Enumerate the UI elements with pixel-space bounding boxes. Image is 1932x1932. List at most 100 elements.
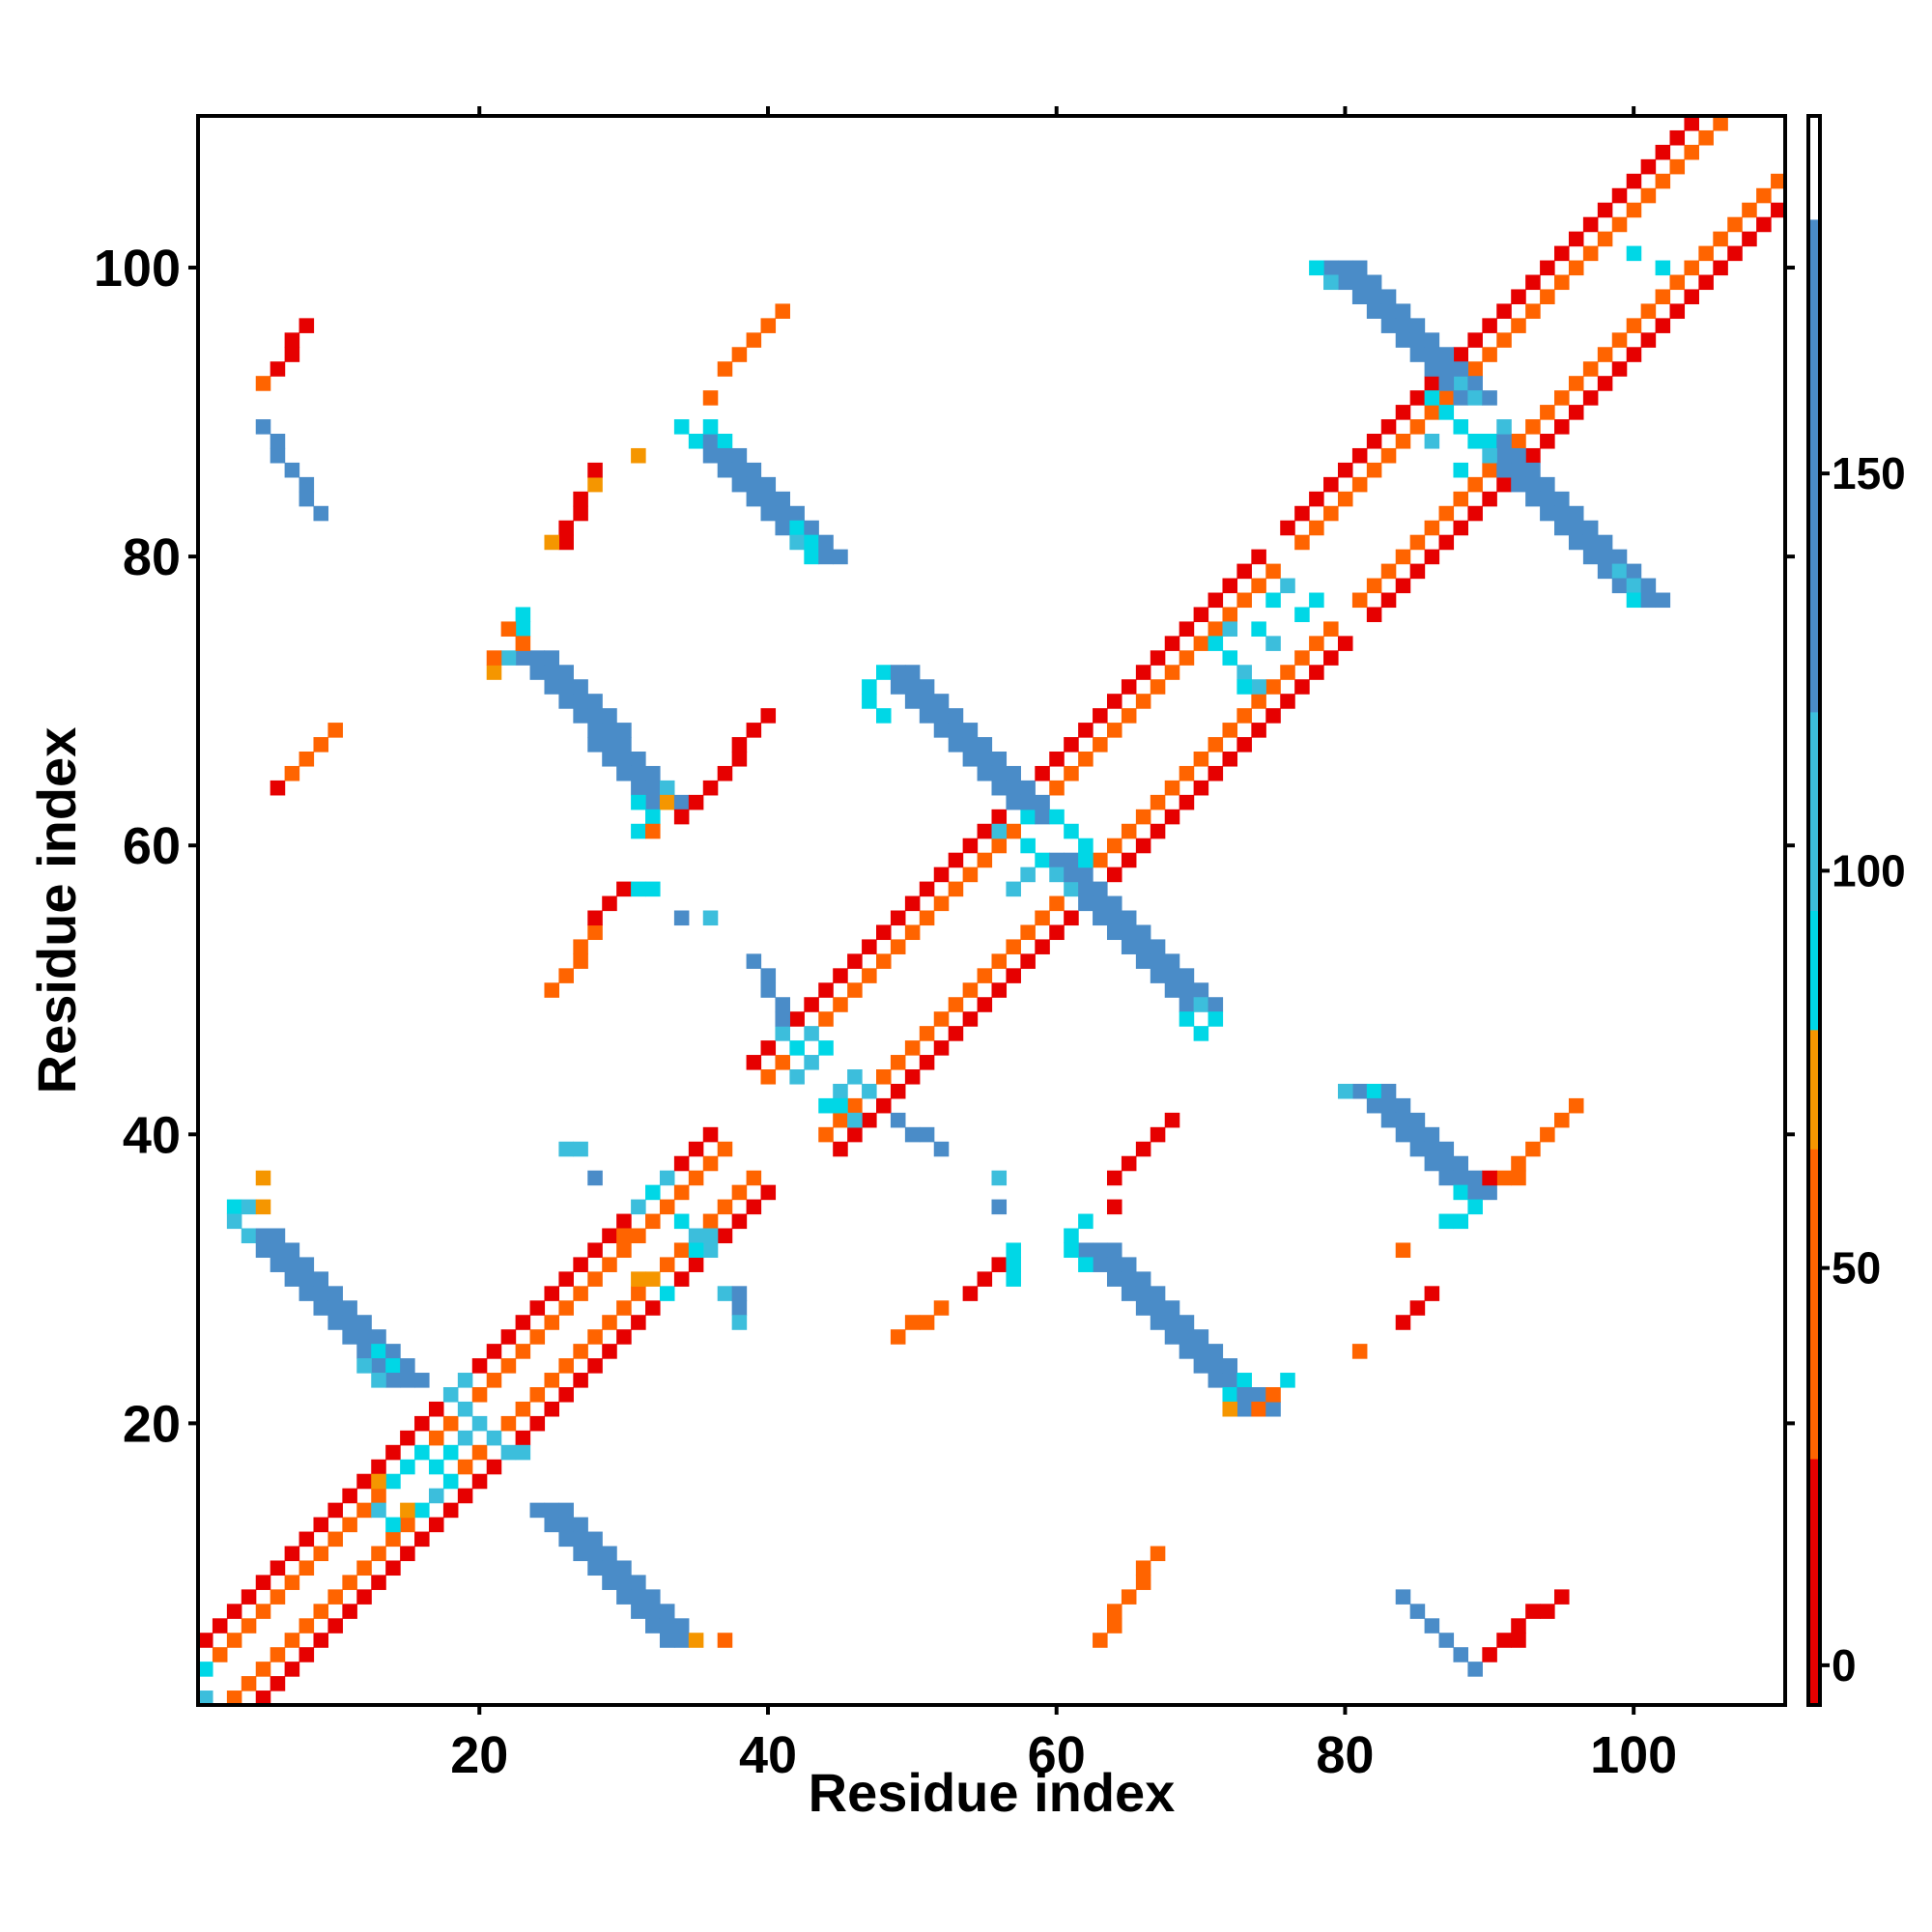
heatmap-cell xyxy=(1265,636,1281,651)
heatmap-cell xyxy=(1164,780,1180,796)
heatmap-cell xyxy=(616,1213,632,1230)
heatmap-cell xyxy=(558,1387,574,1403)
heatmap-cell xyxy=(1309,665,1324,680)
heatmap-cell xyxy=(631,780,646,796)
heatmap-cell xyxy=(616,1589,632,1605)
heatmap-cell xyxy=(1467,376,1483,391)
heatmap-cell xyxy=(1568,520,1584,536)
heatmap-cell xyxy=(414,1531,430,1548)
heatmap-cell xyxy=(587,737,603,753)
heatmap-cell xyxy=(255,376,271,391)
heatmap-cell xyxy=(775,303,790,319)
heatmap-cell xyxy=(226,1633,242,1648)
heatmap-cell xyxy=(1265,679,1281,695)
heatmap-cell xyxy=(500,1415,517,1432)
heatmap-cell xyxy=(731,1300,748,1316)
heatmap-cell xyxy=(1121,910,1137,926)
heatmap-cell xyxy=(1179,1011,1195,1027)
heatmap-cell xyxy=(1467,1170,1483,1186)
heatmap-cell xyxy=(1611,187,1628,204)
heatmap-cell xyxy=(1640,303,1657,319)
heatmap-cell xyxy=(544,1286,560,1301)
heatmap-cell xyxy=(1669,129,1686,146)
heatmap-cell xyxy=(659,1170,675,1186)
heatmap-cell xyxy=(1554,274,1570,291)
heatmap-cell xyxy=(746,476,762,493)
heatmap-cell xyxy=(847,953,863,969)
heatmap-cell xyxy=(760,1069,777,1085)
heatmap-cell xyxy=(702,1155,719,1172)
heatmap-cell xyxy=(962,752,979,767)
heatmap-cell xyxy=(471,1415,488,1432)
colorbar-tick-labels: 0 50 100 150 xyxy=(1820,448,1906,1690)
heatmap-cell xyxy=(977,997,993,1012)
heatmap-cell xyxy=(414,1502,430,1519)
heatmap-cell xyxy=(904,665,921,680)
heatmap-cell xyxy=(1222,1387,1238,1403)
heatmap-cell xyxy=(818,1011,834,1027)
heatmap-cell xyxy=(428,1517,444,1533)
heatmap-cell xyxy=(991,838,1008,854)
heatmap-cell xyxy=(933,1011,950,1027)
heatmap-cell xyxy=(1078,1257,1094,1272)
heatmap-cell xyxy=(385,1517,401,1533)
heatmap-cell xyxy=(442,1415,459,1432)
heatmap-cell xyxy=(847,982,863,998)
heatmap-cell xyxy=(702,390,719,406)
heatmap-cell xyxy=(414,1373,430,1388)
heatmap-cell xyxy=(356,1329,372,1345)
heatmap-cell xyxy=(298,1271,315,1287)
heatmap-cell xyxy=(1164,1315,1180,1330)
heatmap-cell xyxy=(1150,939,1166,954)
heatmap-cell xyxy=(1121,1271,1137,1287)
heatmap-cell xyxy=(659,780,675,796)
heatmap-cell xyxy=(1525,1141,1541,1157)
heatmap-cell xyxy=(991,953,1008,969)
heatmap-cell xyxy=(1366,1097,1382,1114)
heatmap-cell xyxy=(298,318,315,333)
heatmap-cell xyxy=(948,881,964,897)
heatmap-cell xyxy=(1669,274,1686,291)
heatmap-cell xyxy=(760,505,777,522)
heatmap-cell xyxy=(544,1517,560,1533)
heatmap-cell xyxy=(746,1055,762,1070)
heatmap-cell xyxy=(731,462,748,478)
heatmap-cell xyxy=(1597,376,1613,391)
heatmap-cell xyxy=(270,434,286,449)
x-axis-title: Residue index xyxy=(809,1762,1176,1823)
heatmap-cell xyxy=(1713,231,1728,247)
heatmap-cell xyxy=(1265,563,1281,580)
heatmap-cell xyxy=(1064,765,1079,781)
heatmap-cell xyxy=(298,1286,315,1301)
heatmap-cell xyxy=(616,737,632,753)
heatmap-cell xyxy=(1482,462,1497,478)
heatmap-cell xyxy=(442,1473,459,1490)
heatmap-cell xyxy=(1467,1184,1483,1201)
heatmap-cell xyxy=(1351,447,1368,464)
heatmap-cell xyxy=(1049,895,1065,912)
heatmap-cell xyxy=(673,419,690,435)
heatmap-cell xyxy=(818,982,834,998)
heatmap-cell xyxy=(457,1488,473,1504)
heatmap-cell xyxy=(1337,274,1353,291)
heatmap-cell xyxy=(702,910,719,926)
heatmap-cell xyxy=(1727,216,1743,233)
heatmap-cell xyxy=(673,794,690,810)
heatmap-cell xyxy=(731,1315,748,1330)
heatmap-cell xyxy=(1525,303,1541,319)
heatmap-cell xyxy=(1380,318,1397,333)
heatmap-cell xyxy=(731,737,748,753)
heatmap-cell xyxy=(804,997,819,1012)
heatmap-cell xyxy=(1409,1126,1426,1143)
heatmap-cell xyxy=(457,1430,473,1446)
heatmap-cell xyxy=(673,1242,690,1259)
heatmap-cell xyxy=(255,1242,271,1259)
heatmap-cell xyxy=(1409,1300,1426,1316)
heatmap-cell xyxy=(1179,650,1195,666)
heatmap-cell xyxy=(1684,116,1699,131)
heatmap-cell xyxy=(760,1184,777,1201)
heatmap-cell xyxy=(1006,823,1021,839)
heatmap-cell xyxy=(457,1401,473,1417)
heatmap-cell xyxy=(1093,1242,1108,1259)
heatmap-cell xyxy=(775,1026,790,1041)
